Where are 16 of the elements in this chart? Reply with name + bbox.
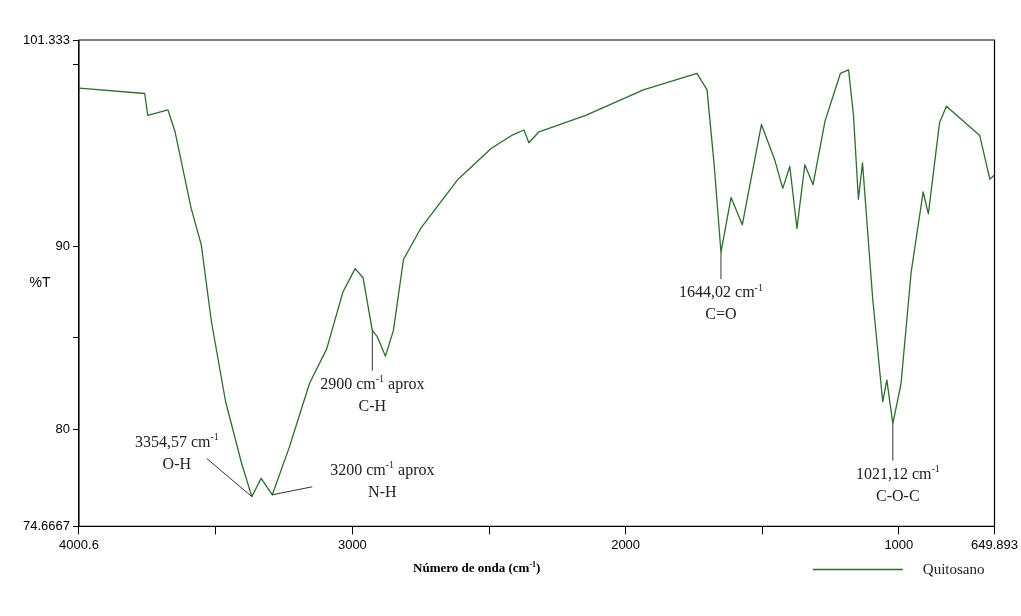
y-tick-label: 80	[55, 420, 70, 436]
annotation: C-O-C	[876, 486, 920, 504]
annotation: C=O	[705, 305, 737, 323]
x-tick-label: 3000	[337, 536, 367, 552]
x-tick-label: 2000	[611, 536, 641, 552]
y-tick-label: 90	[55, 238, 70, 254]
x-tick-label: 1000	[884, 536, 914, 552]
x-tick-label: 4000.6	[59, 536, 99, 552]
y-tick-label: 101.333	[22, 31, 70, 47]
text: Quitosano	[922, 561, 985, 578]
y-tick-label: 74.6667	[22, 517, 70, 533]
y-axis-title: %T	[29, 274, 51, 291]
annotation: N-H	[368, 482, 397, 500]
x-tick-label: 649.893	[971, 536, 1018, 552]
annotation: O-H	[162, 454, 192, 472]
annotation: C-H	[358, 396, 387, 414]
